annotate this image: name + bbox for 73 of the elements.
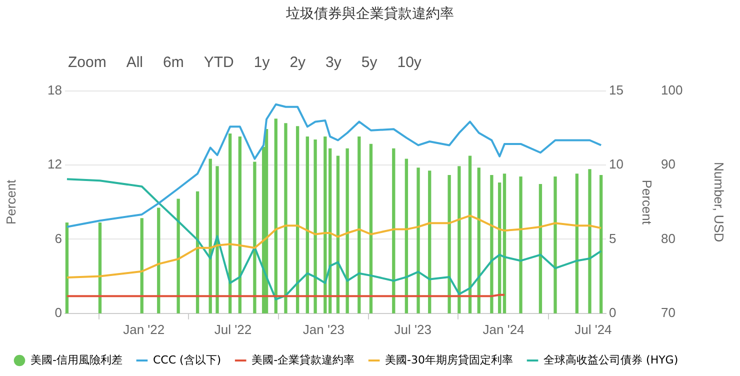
bar — [314, 139, 317, 314]
bar — [519, 176, 522, 314]
text: 6m — [162, 53, 185, 73]
bar — [369, 144, 373, 314]
bar — [253, 162, 256, 314]
bar — [274, 118, 278, 314]
text: YTD — [202, 53, 235, 73]
bar — [599, 175, 603, 314]
text: 10y — [396, 53, 422, 73]
y3-tick-label: 100 — [661, 82, 683, 98]
x-tick-label: Jan '23 — [302, 322, 344, 337]
legend-label: 全球高收益公司債券 (HYG) — [544, 353, 678, 366]
bar — [490, 175, 494, 314]
text: All — [125, 53, 144, 73]
y2-tick-label: 10 — [609, 156, 624, 172]
bar — [358, 136, 361, 314]
y3-axis-title: Number, USD — [712, 162, 727, 242]
bar — [238, 136, 242, 314]
bar — [502, 174, 506, 314]
y-tick-label: 6 — [54, 230, 62, 246]
bar — [458, 166, 461, 314]
x-tick-label: Jul '22 — [214, 322, 252, 337]
y3-tick-label: 80 — [661, 230, 676, 246]
y2-axis-title: Percent — [640, 180, 655, 225]
y2-tick-label: 0 — [609, 304, 616, 320]
bar — [176, 198, 180, 314]
bar — [588, 169, 592, 314]
bar — [328, 148, 332, 314]
x-tick-label: Jan '22 — [123, 322, 165, 337]
bar — [65, 222, 69, 314]
y-tick-label: 0 — [54, 304, 62, 320]
bar — [157, 208, 160, 314]
bar — [468, 156, 472, 314]
bar — [346, 148, 349, 314]
text: Zoom — [67, 53, 108, 73]
bar — [575, 174, 579, 314]
x-tick-label: Jul '24 — [574, 322, 612, 337]
y2-tick-label: 15 — [609, 82, 624, 98]
bar — [392, 148, 396, 314]
text: 1y — [252, 53, 271, 73]
y3-tick-label: 90 — [661, 156, 676, 172]
bar — [306, 136, 309, 314]
y-tick-label: 18 — [48, 82, 62, 98]
x-tick-label: Jan '24 — [482, 322, 524, 337]
chart-title: 垃圾債券與企業貸款違約率 — [285, 5, 455, 23]
bar — [216, 166, 219, 314]
x-tick-label: Jul '23 — [394, 322, 432, 337]
legend-label: 美國-信用風險利差 — [30, 353, 122, 366]
bar — [140, 218, 144, 314]
bar — [228, 134, 232, 314]
legend-label: CCC (含以下) — [152, 353, 222, 366]
bar — [538, 184, 542, 314]
legend-label: 美國-30年期房貸固定利率 — [385, 353, 514, 366]
legend-label: 美國-企業貸款違約率 — [252, 353, 355, 366]
y-axis-title: Percent — [3, 179, 18, 225]
bar — [498, 182, 502, 314]
bar — [324, 136, 327, 314]
bar — [477, 168, 480, 314]
y3-tick-label: 70 — [661, 304, 676, 320]
bar — [404, 158, 408, 314]
text: 5y — [360, 53, 378, 73]
y2-tick-label: 5 — [609, 230, 616, 246]
bar — [416, 168, 420, 314]
bar — [428, 170, 432, 314]
bar — [448, 175, 451, 314]
bar — [284, 123, 288, 314]
bar — [296, 126, 300, 314]
bar — [98, 222, 102, 314]
y-tick-label: 12 — [48, 156, 62, 172]
bar — [336, 156, 340, 314]
text: 3y — [324, 53, 342, 73]
text: 2y — [288, 53, 307, 73]
bar — [554, 176, 557, 314]
